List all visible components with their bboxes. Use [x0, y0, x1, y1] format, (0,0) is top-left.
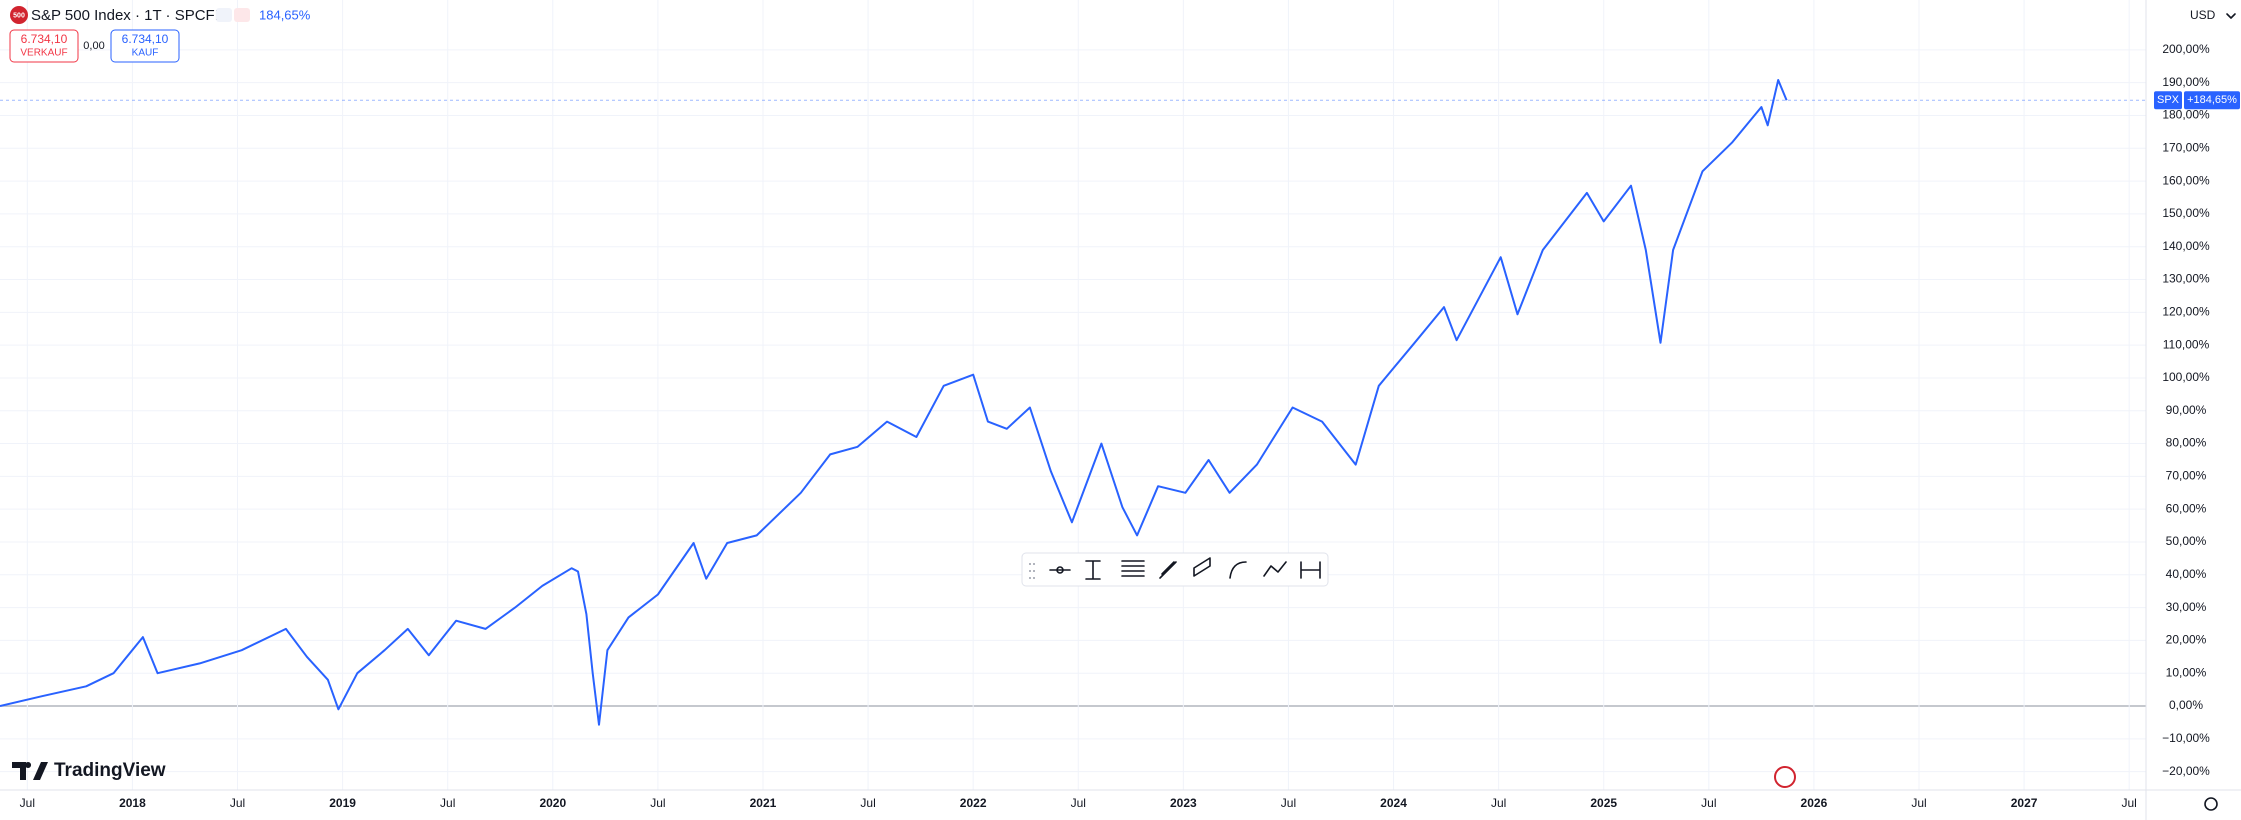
symbol-icon: [10, 6, 28, 24]
x-tick-label: Jul: [230, 796, 245, 810]
y-tick-label: 110,00%: [2163, 337, 2210, 351]
grid: [0, 0, 2146, 790]
y-tick-label: 170,00%: [2162, 140, 2210, 154]
currency-dropdown[interactable]: [2226, 13, 2236, 19]
x-tick-label: Jul: [860, 796, 875, 810]
x-tick-label: Jul: [1911, 796, 1926, 810]
x-tick-label: 2027: [2011, 796, 2038, 810]
buy-price: 6.734,10: [122, 32, 169, 46]
tool-curve[interactable]: [1229, 561, 1247, 579]
buy-button[interactable]: [110, 29, 180, 63]
tradingview-logo: TradingView: [12, 760, 166, 781]
symbol-icon-text: 500: [13, 12, 25, 19]
x-tick-label: 2021: [750, 796, 777, 810]
y-tick-label: 130,00%: [2162, 272, 2210, 286]
x-tick-label: Jul: [440, 796, 455, 810]
x-tick-label: Jul: [20, 796, 35, 810]
x-tick-label: 2025: [1590, 796, 1617, 810]
sell-label: VERKAUF: [20, 48, 67, 59]
last-value-badge: [2184, 91, 2240, 110]
tool-measure[interactable]: [1300, 561, 1321, 579]
x-tick-label: Jul: [1281, 796, 1296, 810]
y-tick-label: 0,00%: [2169, 698, 2203, 712]
sell-price: 6.734,10: [21, 32, 68, 46]
x-tick-label: Jul: [1701, 796, 1716, 810]
x-tick-label: 2019: [329, 796, 356, 810]
axes: −20,00% −10,00% 0,00% 10,00% 20,00% 30,00% 40,…: [20, 42, 2240, 810]
buy-label: KAUF: [132, 48, 159, 59]
y-tick-label: 200,00%: [2162, 42, 2210, 56]
y-tick-label: 180,00%: [2162, 108, 2210, 122]
change-value: 184,65%: [259, 7, 311, 22]
y-tick-label: 10,00%: [2166, 665, 2207, 679]
y-tick-label: 50,00%: [2166, 534, 2207, 548]
sell-button[interactable]: [9, 29, 79, 63]
header: 500 S&P 500 Index · 1T · SPCFD 184,65% 6…: [9, 6, 2236, 63]
y-tick-label: 120,00%: [2162, 304, 2210, 318]
tool-horizontal-ray[interactable]: [1049, 566, 1071, 574]
tool-parallel[interactable]: [1193, 557, 1211, 577]
y-tick-label: 140,00%: [2162, 239, 2210, 253]
spread: 0,00: [83, 40, 104, 52]
events-flag[interactable]: [1774, 766, 1796, 788]
y-tick-label: 60,00%: [2166, 501, 2207, 515]
settings-button[interactable]: [2204, 797, 2218, 811]
logo-text: TradingView: [54, 760, 166, 781]
x-tick-label: Jul: [1491, 796, 1506, 810]
y-tick-label: 20,00%: [2166, 633, 2207, 647]
symbol-badge-text: SPX: [2157, 94, 2180, 106]
x-tick-label: 2023: [1170, 796, 1197, 810]
plot: [0, 79, 2146, 726]
y-tick-label: 90,00%: [2166, 403, 2207, 417]
logo-mark: [12, 762, 48, 780]
drawing-toolbar: [1021, 552, 1329, 587]
x-tick-label: 2026: [1801, 796, 1828, 810]
y-tick-label: −10,00%: [2162, 731, 2210, 745]
x-tick-label: Jul: [650, 796, 665, 810]
x-tick-label: 2022: [960, 796, 987, 810]
symbol-badge: [2154, 91, 2182, 110]
pencil-button[interactable]: [216, 8, 232, 22]
tool-text[interactable]: [1085, 560, 1101, 580]
y-tick-label: 150,00%: [2162, 206, 2210, 220]
toolbar-grip[interactable]: [1029, 563, 1035, 579]
y-tick-label: 100,00%: [2162, 370, 2210, 384]
y-tick-label: 70,00%: [2166, 469, 2207, 483]
y-tick-label: 190,00%: [2162, 75, 2210, 89]
x-tick-label: Jul: [2122, 796, 2137, 810]
y-tick-label: 30,00%: [2166, 600, 2207, 614]
y-tick-label: −20,00%: [2162, 764, 2210, 778]
x-tick-label: 2024: [1380, 796, 1407, 810]
symbol-title[interactable]: S&P 500 Index · 1T · SPCFD: [31, 7, 226, 24]
y-tick-label: 40,00%: [2166, 567, 2207, 581]
x-tick-label: 2020: [539, 796, 566, 810]
price-line: [0, 79, 1788, 726]
y-tick-label: 80,00%: [2166, 436, 2207, 450]
last-value-label: +184,65%: [2187, 94, 2237, 106]
x-tick-label: Jul: [1071, 796, 1086, 810]
tool-path[interactable]: [1263, 561, 1287, 577]
compare-button[interactable]: [234, 8, 250, 22]
tool-fib[interactable]: [1121, 560, 1145, 577]
currency[interactable]: USD: [2190, 8, 2216, 22]
tool-channel[interactable]: [1159, 561, 1177, 579]
y-tick-label: 160,00%: [2162, 173, 2210, 187]
x-tick-label: 2018: [119, 796, 146, 810]
